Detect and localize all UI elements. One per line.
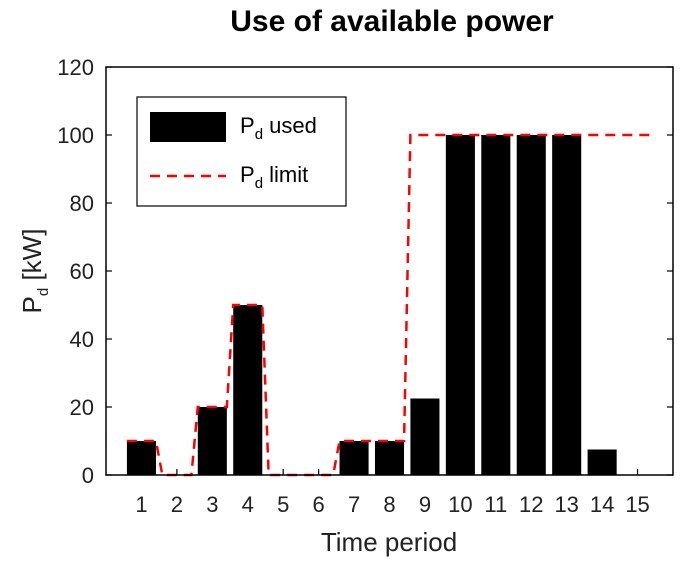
y-axis-label: Pd [kW]: [17, 229, 52, 314]
x-tick-label: 11: [484, 492, 507, 517]
x-tick-label: 1: [135, 492, 147, 517]
x-tick-label: 13: [554, 492, 578, 517]
x-tick-label: 4: [242, 492, 254, 517]
bar-4: [233, 305, 263, 475]
x-tick-label: 7: [348, 492, 360, 517]
y-tick-label: 20: [70, 395, 94, 420]
legend: Pd used Pd limit: [136, 96, 347, 207]
x-tick-label: 5: [277, 492, 289, 517]
bar-9: [410, 398, 440, 475]
legend-label-used: Pd used: [240, 113, 317, 143]
y-axis-ticks: 0 20 40 60 80 100 120: [57, 55, 673, 488]
bars-layer: [126, 135, 617, 475]
x-tick-label: 12: [519, 492, 543, 517]
y-tick-label: 60: [70, 259, 94, 284]
y-tick-label: 40: [70, 327, 94, 352]
x-axis-label: Time period: [321, 527, 457, 557]
legend-label-limit: Pd limit: [240, 162, 308, 192]
y-tick-label: 100: [57, 123, 94, 148]
x-axis-ticks: 1 2 3 4 5 6 7 8 9 10 11 12 13 14 15: [135, 469, 650, 517]
bar-10: [445, 135, 475, 475]
x-tick-label: 9: [419, 492, 431, 517]
x-tick-label: 15: [625, 492, 649, 517]
x-tick-label: 3: [206, 492, 218, 517]
x-tick-label: 8: [383, 492, 395, 517]
chart-title: Use of available power: [230, 5, 554, 38]
limit-step-line: [126, 133, 653, 477]
x-tick-label: 2: [171, 492, 183, 517]
bar-13: [552, 135, 582, 475]
y-tick-label: 120: [57, 55, 94, 80]
y-tick-label: 0: [82, 463, 94, 488]
x-tick-label: 14: [590, 492, 614, 517]
x-tick-label: 10: [448, 492, 472, 517]
bar-12: [516, 135, 546, 475]
legend-swatch-used: [150, 112, 226, 142]
bar-3: [197, 407, 227, 475]
bar-11: [481, 135, 511, 475]
x-tick-label: 6: [313, 492, 325, 517]
limit-line-layer: [126, 133, 653, 477]
y-tick-label: 80: [70, 191, 94, 216]
